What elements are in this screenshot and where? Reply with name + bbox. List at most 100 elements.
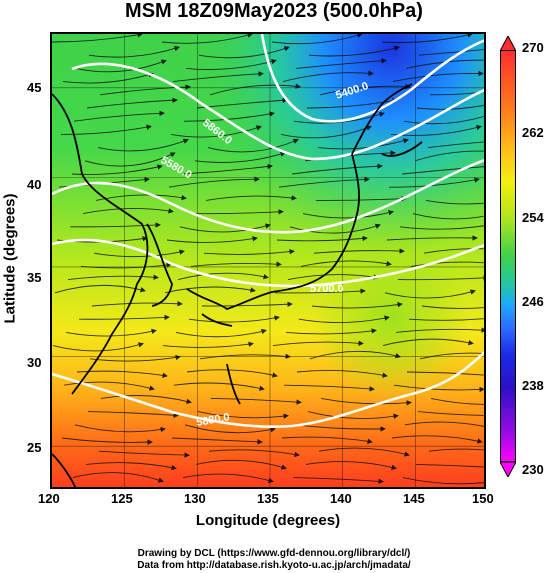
colorbar-bottom-arrow <box>500 462 516 477</box>
wind-streamline <box>181 163 273 175</box>
wind-streamline <box>179 223 271 233</box>
wind-streamline <box>86 97 178 109</box>
ytick-25: 25 <box>27 440 42 455</box>
wind-streamline <box>274 288 366 294</box>
wind-streamline <box>293 111 385 124</box>
wind-streamline <box>402 477 484 485</box>
wind-streamline <box>386 235 478 241</box>
wind-streamline <box>177 272 269 281</box>
wind-streamline <box>287 274 379 281</box>
wind-streamline <box>423 248 484 254</box>
wind-streamline <box>318 447 410 457</box>
wind-streamline <box>282 70 374 83</box>
wind-streamline <box>93 249 185 258</box>
wind-streamline <box>392 70 484 83</box>
x-axis-title: Longitude (degrees) <box>195 512 341 529</box>
wind-streamline <box>391 435 483 444</box>
wind-streamline <box>182 473 274 483</box>
wind-streamline <box>87 411 179 418</box>
ytick-35: 35 <box>27 270 42 285</box>
wind-streamline <box>291 163 383 175</box>
wind-streamline <box>425 199 484 205</box>
wind-streamline <box>60 124 152 135</box>
wind-streamline <box>207 138 299 153</box>
wind-streamline <box>410 261 484 267</box>
xtick-150: 150 <box>472 491 494 506</box>
ytick-45: 45 <box>27 80 42 95</box>
wind-streamline <box>84 152 176 167</box>
wind-streamline <box>85 462 177 471</box>
wind-streamline <box>162 341 254 348</box>
wind-streamline <box>280 125 372 139</box>
map-panel: 5400.0 5580.0 5700.0 5880.0 5860.0 <box>50 32 486 489</box>
colorbar-label-254: 254 <box>522 210 544 225</box>
wind-streamline <box>285 328 377 335</box>
wind-streamline <box>408 318 484 321</box>
wind-streamline <box>430 397 484 405</box>
colorbar-label-246: 246 <box>522 294 544 309</box>
wind-streamline <box>175 328 267 338</box>
wind-streamline <box>308 45 400 57</box>
wind-streamline <box>305 461 397 470</box>
wind-streamline <box>67 274 159 281</box>
ytick-40: 40 <box>27 177 42 192</box>
wind-streamline <box>183 111 275 122</box>
wind-streamline <box>283 384 375 392</box>
wind-streamline <box>381 34 473 43</box>
wind-streamline <box>300 260 392 267</box>
wind-streamline <box>195 459 287 470</box>
wind-streamline <box>185 58 277 70</box>
wind-streamline <box>384 289 476 299</box>
wind-streamline <box>52 342 144 352</box>
wind-streamline <box>281 436 373 444</box>
wind-streamline <box>76 370 168 378</box>
wind-streamline <box>309 350 401 360</box>
wind-streamline <box>80 262 172 269</box>
colorbar-label-238: 238 <box>522 378 544 393</box>
wind-streamline <box>429 91 484 96</box>
wind-streamline <box>208 449 300 458</box>
wind-streamline <box>399 225 484 230</box>
xtick-140: 140 <box>330 491 352 506</box>
wind-streamline <box>289 223 381 234</box>
xtick-135: 135 <box>257 491 279 506</box>
wind-streamline <box>88 45 180 58</box>
credit-data: Data from http://database.rish.kyoto-u.a… <box>137 560 411 571</box>
wind-streamline <box>98 450 190 458</box>
wind-streamline <box>166 236 258 243</box>
wind-streamline <box>71 164 163 175</box>
wind-streamline <box>91 301 183 307</box>
wind-streamline <box>168 176 260 188</box>
wind-streamline <box>428 448 484 452</box>
wind-streamline <box>278 176 370 188</box>
wind-streamline <box>276 235 368 242</box>
wind-streamline <box>319 83 411 96</box>
wind-streamline <box>205 195 297 201</box>
ytick-30: 30 <box>27 355 42 370</box>
xtick-125: 125 <box>111 491 133 506</box>
wind-streamline <box>295 58 387 69</box>
colorbar-label-230: 230 <box>522 462 544 477</box>
wind-streamline <box>393 384 484 393</box>
contour-label-5880: 5880.0 <box>195 411 230 429</box>
wind-streamline <box>404 421 484 427</box>
xtick-145: 145 <box>403 491 425 506</box>
wind-streamline <box>296 370 388 378</box>
wind-streamline <box>298 315 390 324</box>
wind-streamline <box>63 381 155 391</box>
wind-streamline <box>395 327 484 333</box>
wind-streamline <box>306 98 398 109</box>
wind-streamline <box>72 472 164 483</box>
wind-streamline <box>184 424 276 434</box>
colorbar-label-270: 270 <box>522 40 544 55</box>
xtick-130: 130 <box>184 491 206 506</box>
wind-streamline <box>186 369 278 378</box>
wind-streamline <box>82 208 174 215</box>
wind-streamline <box>74 424 166 433</box>
wind-streamline <box>97 138 189 152</box>
wind-streamline <box>62 72 154 84</box>
wind-streamline <box>315 195 407 202</box>
wind-streamline <box>311 302 403 309</box>
credit-drawing: Drawing by DCL (https://www.gfd-dennou.o… <box>137 548 411 559</box>
wind-streamline <box>161 34 253 44</box>
